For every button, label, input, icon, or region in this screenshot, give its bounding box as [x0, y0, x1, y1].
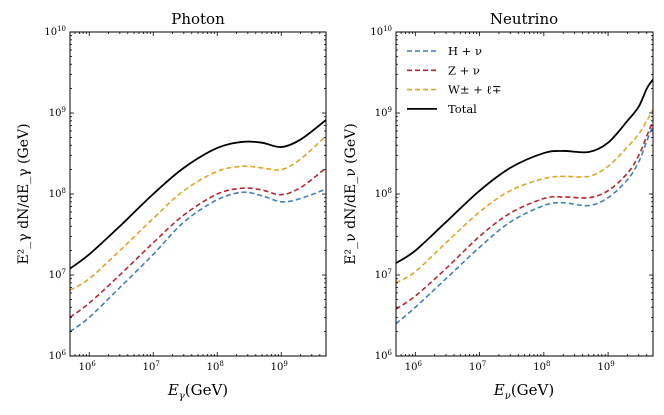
x-tick-label-1: 107 [469, 360, 486, 373]
y-axis: 106 107 108 109 1010 [44, 25, 326, 362]
axes-frame [395, 31, 654, 357]
x-axis: 106 107 108 109 [395, 32, 654, 373]
y-tick-label-1: 107 [49, 268, 66, 281]
legend: H + ν Z + ν W± + ℓ∓ Total [407, 44, 502, 116]
y-tick-label-3: 109 [49, 106, 66, 119]
series-group [396, 78, 653, 325]
y-tick-label-4: 1010 [44, 25, 66, 38]
y-axis-label: E²_ν dN/dE_ν (GeV) [343, 123, 359, 264]
panel-photon: 106 107 108 109 106 107 108 109 1010 Photon Eγ(GeV… [16, 10, 327, 402]
series-group [70, 119, 326, 333]
x-axis: 106 107 108 109 [69, 32, 327, 373]
x-tick-label-0: 106 [79, 360, 97, 373]
series-line-z-1 [70, 167, 326, 318]
legend-label-1: Z + ν [448, 63, 480, 77]
series-line-w-2 [396, 109, 653, 284]
series-line-h-0 [396, 125, 653, 325]
x-tick-label-3: 109 [271, 360, 288, 373]
y-tick-label-0: 106 [375, 349, 393, 362]
y-tick-label-3: 109 [375, 106, 392, 119]
x-tick-label-3: 109 [597, 360, 614, 373]
y-axis: 106 107 108 109 1010 [370, 25, 653, 362]
legend-label-2: W± + ℓ∓ [448, 83, 502, 97]
x-tick-label-2: 108 [533, 360, 550, 373]
series-line-total-3 [70, 119, 326, 270]
legend-label-0: H + ν [448, 44, 482, 58]
x-tick-label-0: 106 [405, 360, 423, 373]
chart-title: Neutrino [490, 10, 558, 28]
series-line-w-2 [70, 135, 326, 291]
y-axis-label: E²_γ dN/dE_γ (GeV) [16, 123, 32, 264]
legend-label-3: Total [448, 102, 477, 116]
y-tick-label-2: 108 [375, 187, 392, 200]
y-tick-label-2: 108 [49, 187, 66, 200]
series-line-total-3 [396, 78, 653, 264]
x-tick-label-2: 108 [207, 360, 224, 373]
y-tick-label-1: 107 [375, 268, 392, 281]
series-line-z-1 [396, 120, 653, 310]
y-tick-label-4: 1010 [370, 25, 392, 38]
y-tick-label-0: 106 [49, 349, 67, 362]
x-tick-label-1: 107 [143, 360, 160, 373]
chart-title: Photon [171, 10, 225, 28]
x-axis-label: Eν(GeV) [493, 381, 554, 402]
panel-neutrino: 106 107 108 109 106 107 108 109 1010 Neutrino Eν(G… [343, 10, 654, 402]
x-axis-label: Eγ(GeV) [167, 381, 228, 402]
series-line-h-0 [70, 188, 326, 333]
